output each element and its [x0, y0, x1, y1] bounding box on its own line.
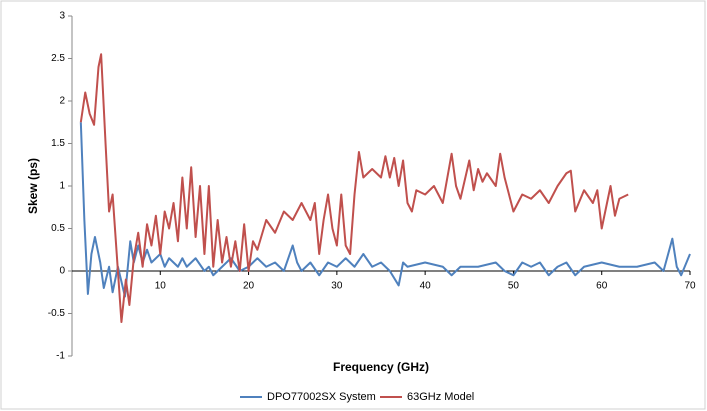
legend-label: 63GHz Model: [407, 391, 474, 403]
y-tick-label: 1: [59, 181, 65, 192]
y-tick-label: 2.5: [51, 53, 65, 64]
series-line: [79, 122, 691, 298]
x-axis-title: Frequency (GHz): [333, 360, 429, 374]
x-tick-label: 50: [508, 281, 520, 292]
y-tick-label: -1: [56, 351, 65, 362]
y-tick-label: 0: [59, 266, 65, 277]
x-tick-label: 30: [331, 281, 343, 292]
x-tick-label: 20: [243, 281, 255, 292]
x-tick-label: 10: [155, 281, 167, 292]
y-tick-label: 2: [59, 96, 65, 107]
x-tick-label: 40: [420, 281, 432, 292]
series-line: [79, 53, 629, 323]
x-tick-label: 60: [596, 281, 608, 292]
y-tick-label: 1.5: [51, 138, 65, 149]
y-tick-label: 3: [59, 11, 65, 22]
y-axis-title: Skew (ps): [26, 158, 40, 214]
y-tick-label: -0.5: [48, 308, 66, 319]
legend-label: DPO77002SX System: [267, 391, 376, 403]
y-tick-label: 0.5: [51, 223, 65, 234]
x-tick-label: 70: [684, 281, 696, 292]
